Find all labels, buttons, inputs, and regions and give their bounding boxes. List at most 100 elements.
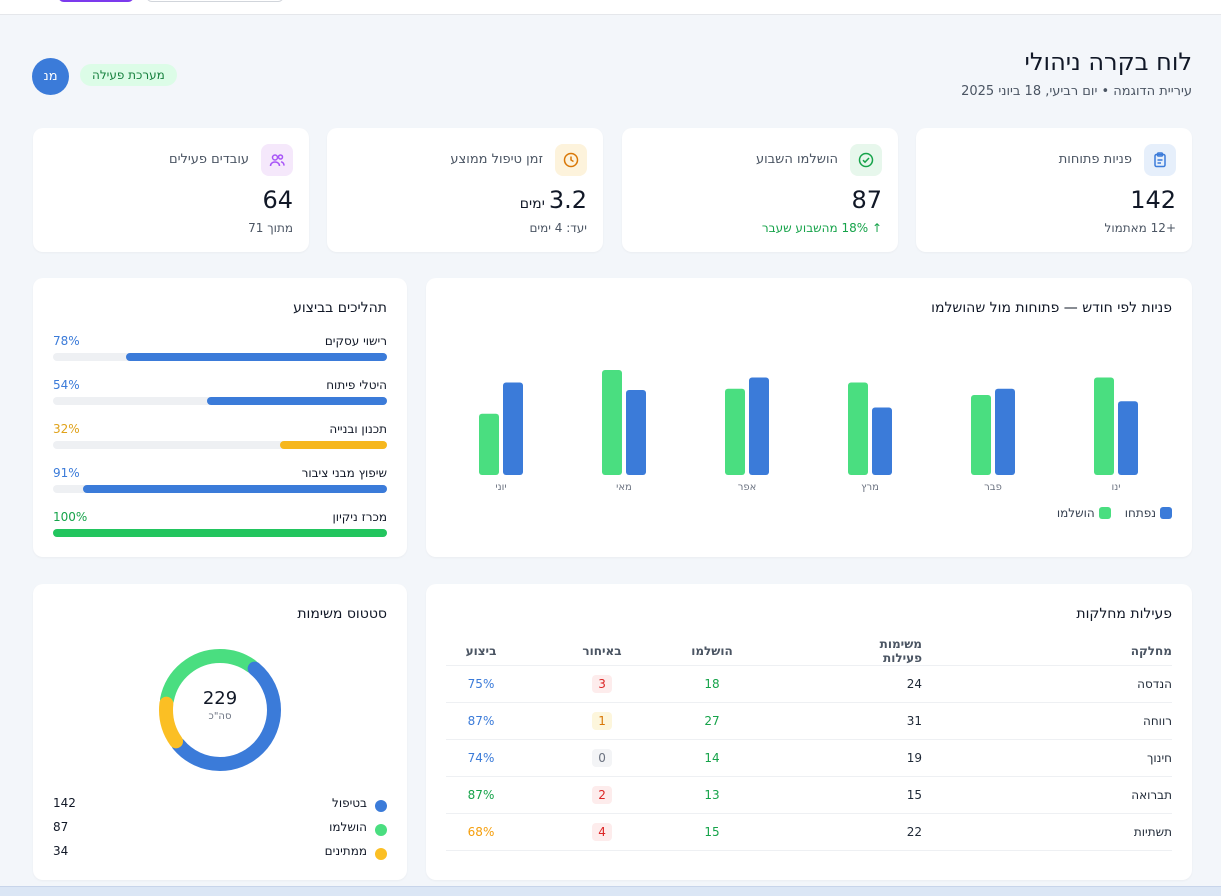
process-row[interactable]: שיפוץ מבני ציבור 91% xyxy=(53,466,387,496)
kpi-card-open-requests[interactable]: פניות פתוחות 142 +12 מאתמול xyxy=(916,128,1192,252)
late-badge: 2 xyxy=(592,786,612,804)
progress-track xyxy=(53,353,387,361)
kpi-label: הושלמו השבוע xyxy=(755,152,838,167)
bar-completed-3[interactable] xyxy=(725,388,745,475)
kpi-card-completed-week[interactable]: הושלמו השבוע 87 ↑ 18% מהשבוע שעבר xyxy=(622,128,898,252)
process-row[interactable]: רישוי עסקים 78% xyxy=(53,334,387,364)
process-row[interactable]: תכנון ובנייה 32% xyxy=(53,422,387,452)
cell-department: חינוך xyxy=(1146,751,1172,765)
header-completed[interactable]: הושלמו xyxy=(691,643,733,658)
kpi-sub: +12 מאתמול xyxy=(1104,221,1176,235)
donut-waiting[interactable] xyxy=(159,649,281,771)
task-status-title: סטטוס משימות xyxy=(297,606,387,622)
x-tick-label: אפר xyxy=(738,482,757,493)
cell-department: תברואה xyxy=(1131,788,1172,802)
process-percent: 91% xyxy=(53,466,80,480)
bar-opened-2[interactable] xyxy=(872,407,892,476)
cell-department: תשתיות xyxy=(1133,825,1172,839)
monthly-requests-chart-card: פניות לפי חודש — פתוחות מול שהושלמו ינו פ… xyxy=(426,278,1192,557)
primary-action-button[interactable] xyxy=(58,0,134,2)
x-tick-label: מאי xyxy=(616,482,632,493)
status-row[interactable]: ממתינים 34 xyxy=(53,844,387,862)
table-row[interactable]: תברואה 15 13 2 87% xyxy=(446,777,1172,814)
process-row[interactable]: היטלי פיתוח 54% xyxy=(53,378,387,408)
bar-opened-1[interactable] xyxy=(995,388,1015,475)
page-header: לוח בקרה ניהולי עיריית הדוגמה • יום רביע… xyxy=(32,48,1192,108)
kpi-label: זמן טיפול ממוצע xyxy=(450,152,543,167)
process-row[interactable]: מכרז ניקיון 100% xyxy=(53,510,387,540)
process-percent: 32% xyxy=(53,422,80,436)
processes-card: תהליכים בביצוע רישוי עסקים 78% היטלי פית… xyxy=(33,278,407,557)
cell-performance: 87% xyxy=(467,788,495,802)
cell-late: 2 xyxy=(572,777,632,813)
chart-legend: נפתחו הושלמו xyxy=(1057,506,1172,520)
cell-late: 3 xyxy=(572,666,632,702)
x-tick-label: פבר xyxy=(984,482,1002,493)
late-badge: 1 xyxy=(592,712,612,730)
status-row[interactable]: בטיפול 142 xyxy=(53,796,387,814)
status-value: 34 xyxy=(53,844,69,858)
header-department[interactable]: מחלקה xyxy=(1130,643,1172,658)
bar-completed-2[interactable] xyxy=(848,382,868,476)
secondary-action-button[interactable] xyxy=(146,0,284,2)
avatar[interactable]: מנ xyxy=(32,58,69,95)
table-row[interactable]: חינוך 19 14 0 74% xyxy=(446,740,1172,777)
legend-label: הושלמו xyxy=(1056,506,1095,520)
kpi-sub: ↑ 18% מהשבוע שעבר xyxy=(761,221,882,235)
kpi-value: 64 xyxy=(262,186,293,214)
header-performance[interactable]: ביצוע xyxy=(465,643,497,658)
cell-active-tasks: 22 xyxy=(906,825,922,839)
process-label: מכרז ניקיון xyxy=(332,510,387,524)
header-late[interactable]: באיחור xyxy=(582,643,622,658)
progress-fill xyxy=(206,397,387,405)
kpi-label: עובדים פעילים xyxy=(168,152,249,167)
donut-completed[interactable] xyxy=(159,649,281,771)
cell-completed: 13 xyxy=(704,788,720,802)
status-row[interactable]: הושלמו 87 xyxy=(53,820,387,838)
process-percent: 54% xyxy=(53,378,80,392)
cell-late: 1 xyxy=(572,703,632,739)
clipboard-icon xyxy=(1144,144,1176,176)
kpi-sub: מתוך 71 xyxy=(248,221,293,235)
status-label: בטיפול xyxy=(332,796,367,810)
bar-opened-0[interactable] xyxy=(1118,401,1138,475)
legend-item-opened[interactable]: נפתחו xyxy=(1125,506,1172,520)
donut-center: 229 סה"כ xyxy=(158,688,282,722)
bar-opened-4[interactable] xyxy=(626,390,646,475)
bar-opened-5[interactable] xyxy=(503,382,523,476)
bar-completed-5[interactable] xyxy=(479,413,499,475)
cell-performance: 68% xyxy=(467,825,495,839)
bar-completed-4[interactable] xyxy=(602,370,622,475)
donut-in-progress[interactable] xyxy=(159,649,281,771)
donut-total-label: סה"כ xyxy=(208,711,232,722)
departments-table: מחלקה משימות פעילות הושלמו באיחור ביצוע … xyxy=(446,636,1172,851)
kpi-card-avg-handling-time[interactable]: זמן טיפול ממוצע 3.2ימים יעד: 4 ימים xyxy=(327,128,603,252)
legend-swatch xyxy=(1160,507,1172,519)
kpi-label: פניות פתוחות xyxy=(1058,152,1132,167)
status-dot xyxy=(375,848,387,860)
process-label: היטלי פיתוח xyxy=(326,378,387,392)
x-tick-label: ינו xyxy=(1112,482,1121,493)
legend-swatch xyxy=(1098,507,1111,519)
donut-svg xyxy=(159,649,281,771)
cell-active-tasks: 31 xyxy=(906,714,922,728)
header-active-tasks[interactable]: משימות פעילות xyxy=(879,636,922,665)
legend-item-completed[interactable]: הושלמו xyxy=(1057,506,1111,520)
donut-chart: 229 סה"כ xyxy=(158,648,282,772)
bar-completed-1[interactable] xyxy=(971,395,991,475)
late-badge: 4 xyxy=(592,823,612,841)
progress-track xyxy=(53,529,387,537)
progress-track xyxy=(53,485,387,493)
bar-completed-0[interactable] xyxy=(1094,377,1114,476)
x-tick-label: מרץ xyxy=(861,482,879,493)
kpi-card-active-employees[interactable]: עובדים פעילים 64 מתוך 71 xyxy=(33,128,309,252)
table-row[interactable]: תשתיות 22 15 4 68% xyxy=(446,814,1172,851)
process-percent: 100% xyxy=(53,510,88,524)
table-row[interactable]: רווחה 31 27 1 87% xyxy=(446,703,1172,740)
bar-opened-3[interactable] xyxy=(749,377,769,476)
users-icon xyxy=(261,144,293,176)
cell-completed: 27 xyxy=(704,714,720,728)
process-label: שיפוץ מבני ציבור xyxy=(301,466,387,480)
bar-chart: ינו פבר מרץ אפר מאי יוני xyxy=(479,370,1138,493)
table-row[interactable]: הנדסה 24 18 3 75% xyxy=(446,666,1172,703)
